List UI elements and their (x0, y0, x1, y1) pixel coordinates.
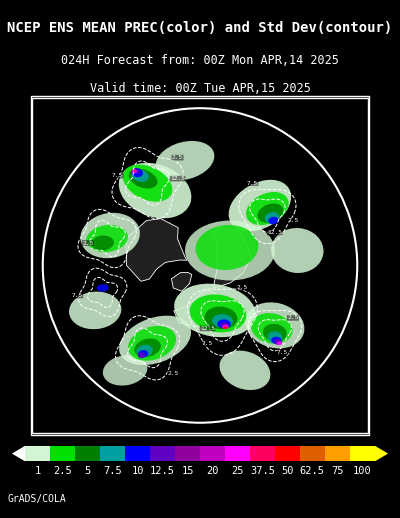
Text: 10: 10 (131, 466, 144, 476)
Text: GrADS/COLA: GrADS/COLA (8, 495, 67, 505)
Text: 50: 50 (281, 466, 294, 476)
Polygon shape (126, 219, 187, 281)
Ellipse shape (245, 303, 304, 349)
Bar (25, 445, 50, 462)
Polygon shape (12, 445, 25, 462)
Ellipse shape (128, 326, 176, 361)
Ellipse shape (196, 225, 258, 270)
Text: 024H Forecast from: 00Z Mon APR,14 2025: 024H Forecast from: 00Z Mon APR,14 2025 (61, 54, 339, 67)
Text: 12.5: 12.5 (200, 326, 215, 331)
Bar (75, 445, 100, 462)
Polygon shape (174, 290, 222, 327)
Ellipse shape (190, 294, 246, 333)
Text: 7.5: 7.5 (277, 350, 288, 355)
Ellipse shape (133, 169, 136, 171)
Ellipse shape (131, 168, 143, 177)
Text: 2.5: 2.5 (53, 466, 72, 476)
Ellipse shape (138, 350, 148, 357)
Ellipse shape (220, 351, 270, 390)
Bar (125, 445, 150, 462)
Text: 2.5: 2.5 (287, 218, 298, 223)
Text: 2.5: 2.5 (168, 371, 179, 376)
Ellipse shape (246, 192, 289, 225)
Polygon shape (172, 272, 192, 291)
Text: 62.5: 62.5 (300, 466, 325, 476)
Ellipse shape (268, 217, 278, 224)
Ellipse shape (277, 341, 282, 345)
Text: 2.5: 2.5 (236, 285, 248, 291)
Bar (200, 445, 225, 462)
Ellipse shape (271, 337, 282, 344)
Bar (250, 445, 275, 462)
Text: 7.5: 7.5 (103, 466, 122, 476)
Bar (100, 445, 125, 462)
Text: 7.5: 7.5 (112, 173, 123, 178)
Ellipse shape (97, 284, 109, 292)
Ellipse shape (217, 320, 231, 328)
Ellipse shape (119, 315, 191, 365)
Text: 2.5: 2.5 (82, 240, 93, 246)
Text: 75: 75 (331, 466, 344, 476)
Ellipse shape (80, 213, 140, 258)
Ellipse shape (220, 322, 229, 328)
Bar (325, 445, 350, 462)
Text: NCEP ENS MEAN PREC(color) and Std Dev(contour): NCEP ENS MEAN PREC(color) and Std Dev(co… (7, 21, 393, 35)
Ellipse shape (119, 163, 191, 219)
Ellipse shape (103, 355, 147, 385)
Ellipse shape (129, 169, 158, 189)
Polygon shape (375, 445, 388, 462)
Ellipse shape (69, 292, 121, 329)
Circle shape (43, 108, 357, 423)
Ellipse shape (86, 225, 128, 252)
Ellipse shape (132, 169, 137, 173)
Text: 7.5: 7.5 (72, 293, 83, 298)
Ellipse shape (229, 180, 291, 232)
Bar (175, 445, 200, 462)
Ellipse shape (174, 284, 256, 337)
Text: 37.5: 37.5 (250, 466, 275, 476)
Ellipse shape (263, 324, 287, 342)
Text: 12.5: 12.5 (267, 230, 282, 235)
Text: 7.5: 7.5 (202, 341, 213, 346)
Ellipse shape (268, 332, 282, 343)
Bar (150, 445, 175, 462)
Ellipse shape (251, 313, 293, 343)
Bar (50, 445, 75, 462)
Ellipse shape (257, 204, 284, 223)
Bar (350, 445, 375, 462)
Ellipse shape (123, 165, 172, 202)
Ellipse shape (185, 221, 275, 280)
Text: 7.5: 7.5 (247, 181, 258, 185)
Ellipse shape (222, 325, 228, 329)
Ellipse shape (131, 169, 149, 182)
Ellipse shape (138, 352, 145, 358)
Text: 25: 25 (231, 466, 244, 476)
Text: 100: 100 (353, 466, 372, 476)
Ellipse shape (132, 168, 139, 174)
Ellipse shape (204, 307, 238, 329)
Text: 5: 5 (84, 466, 91, 476)
Ellipse shape (134, 338, 161, 357)
Text: 12.5: 12.5 (170, 176, 185, 181)
Bar (300, 445, 325, 462)
Ellipse shape (264, 212, 279, 223)
Text: 12.5: 12.5 (150, 466, 175, 476)
Bar (275, 445, 300, 462)
Ellipse shape (212, 314, 233, 328)
Text: 2.5: 2.5 (172, 155, 183, 160)
Bar (225, 445, 250, 462)
Ellipse shape (224, 326, 227, 329)
Ellipse shape (271, 228, 324, 273)
Text: 1: 1 (34, 466, 41, 476)
Ellipse shape (92, 236, 114, 251)
Text: Valid time: 00Z Tue APR,15 2025: Valid time: 00Z Tue APR,15 2025 (90, 82, 310, 95)
Ellipse shape (136, 345, 153, 357)
Text: 15: 15 (181, 466, 194, 476)
Text: 20: 20 (206, 466, 219, 476)
Ellipse shape (274, 339, 282, 345)
Text: 2.5: 2.5 (287, 315, 298, 321)
Polygon shape (212, 227, 252, 288)
Ellipse shape (156, 141, 214, 180)
